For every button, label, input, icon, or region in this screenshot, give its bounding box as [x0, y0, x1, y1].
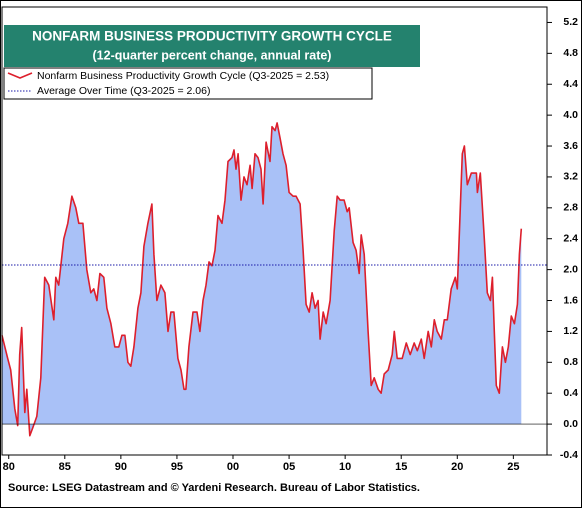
y-tick-label: 5.2 — [563, 16, 578, 28]
y-tick-label: 4.0 — [563, 109, 578, 121]
x-tick-label: 80 — [3, 461, 15, 473]
legend-label: Nonfarm Business Productivity Growth Cyc… — [37, 70, 329, 82]
x-tick-label: 15 — [395, 461, 407, 473]
y-tick-label: 2.4 — [563, 233, 578, 245]
x-tick-label: 10 — [339, 461, 351, 473]
y-tick-label: 3.6 — [563, 140, 578, 152]
legend-label: Average Over Time (Q3-2025 = 2.06) — [37, 85, 210, 97]
y-tick-label: 0.4 — [563, 387, 578, 399]
y-tick-label: 2.8 — [563, 202, 578, 214]
title-box — [4, 25, 420, 67]
chart-title: NONFARM BUSINESS PRODUCTIVITY GROWTH CYC… — [32, 29, 392, 44]
x-tick-label: 05 — [283, 461, 295, 473]
y-tick-label: 1.2 — [563, 325, 578, 337]
x-tick-label: 85 — [59, 461, 71, 473]
y-tick-label: 0.8 — [563, 356, 578, 368]
line — [1, 122, 523, 437]
y-tick-label: 3.2 — [563, 171, 578, 183]
source: Source: LSEG Datastream and © Yardeni Re… — [8, 482, 420, 494]
x-tick-label: 90 — [115, 461, 127, 473]
plot-area — [1, 122, 547, 437]
legend: Nonfarm Business Productivity Growth Cyc… — [3, 67, 373, 100]
x-tick-label: 25 — [507, 461, 519, 473]
x-tick-label: 20 — [451, 461, 463, 473]
chart-subtitle: (12-quarter percent change, annual rate) — [93, 48, 332, 62]
y-tick-label: 2.0 — [563, 263, 578, 275]
y-tick-label: -0.4 — [560, 449, 578, 461]
legend-box — [3, 67, 373, 100]
legend-swatch — [7, 72, 33, 79]
y-tick-label: 0.0 — [563, 418, 578, 430]
x-tick-label: 00 — [227, 461, 239, 473]
y-tick-label: 1.6 — [563, 294, 578, 306]
y-tick-label: 4.4 — [563, 78, 578, 90]
x-tick-label: 95 — [171, 461, 183, 473]
y-tick-label: 4.8 — [563, 47, 578, 59]
plot-border — [1, 6, 548, 456]
